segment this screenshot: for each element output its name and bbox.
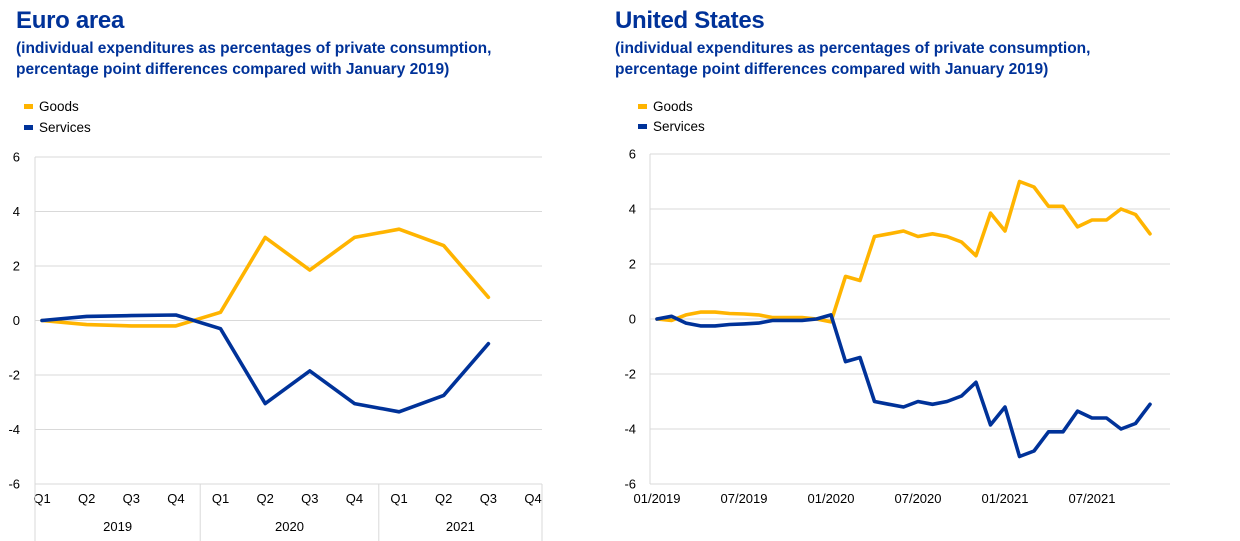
x-tick-label: Q1 — [390, 491, 407, 506]
legend-label: Goods — [653, 98, 693, 114]
legend-item-services: Services — [638, 116, 705, 136]
x-tick-label: 01/2019 — [634, 491, 681, 506]
chart-subtitle: (individual expenditures as percentages … — [16, 38, 576, 80]
y-tick-label: -2 — [624, 367, 636, 382]
legend-label: Services — [653, 118, 705, 134]
x-group-label: 2021 — [446, 519, 475, 534]
legend-item-services: Services — [24, 117, 91, 138]
legend: Goods Services — [638, 96, 705, 136]
y-tick-label: 6 — [629, 147, 636, 162]
x-tick-label: 01/2021 — [982, 491, 1029, 506]
y-tick-label: 2 — [629, 257, 636, 272]
y-tick-label: 0 — [13, 313, 20, 328]
y-tick-label: 4 — [629, 202, 636, 217]
x-tick-label: 01/2020 — [808, 491, 855, 506]
x-tick-label: Q1 — [212, 491, 229, 506]
y-tick-label: 0 — [629, 312, 636, 327]
series-line-goods — [40, 227, 491, 328]
series-line-goods — [655, 179, 1152, 324]
x-tick-label: Q4 — [346, 491, 363, 506]
chart-subtitle: (individual expenditures as percentages … — [615, 38, 1175, 80]
y-tick-label: 2 — [13, 259, 20, 274]
x-tick-label: Q4 — [167, 491, 184, 506]
y-tick-label: -6 — [8, 477, 20, 492]
y-tick-label: -2 — [8, 368, 20, 383]
y-tick-label: 6 — [13, 150, 20, 165]
united-states-panel: United States (individual expenditures a… — [600, 0, 1240, 541]
united-states-chart: 6 4 2 0 -2 -4 -601/2019 07/2019 01/2020 07/2020 01… — [624, 147, 1170, 506]
x-tick-label: Q4 — [524, 491, 541, 506]
series-line-services — [655, 313, 1152, 459]
legend-label: Services — [39, 120, 91, 135]
legend: Goods Services — [24, 96, 91, 138]
euro-area-chart: 6 4 2 0 -2 -4 -6 Q1 Q2 Q3 Q4 Q1 Q2 Q3 Q4 Q1 Q2 Q3 Q4 2019 20… — [8, 150, 543, 541]
x-tick-label: Q2 — [435, 491, 452, 506]
chart-title: Euro area — [16, 7, 125, 34]
x-tick-label: Q2 — [78, 491, 95, 506]
x-tick-label: 07/2020 — [895, 491, 942, 506]
x-tick-label: 07/2019 — [721, 491, 768, 506]
goods-swatch-icon — [24, 104, 33, 109]
x-group-label: 2019 — [103, 519, 132, 534]
x-tick-label: Q3 — [480, 491, 497, 506]
goods-swatch-icon — [638, 103, 647, 109]
x-group-label: 2020 — [275, 519, 304, 534]
chart-title: United States — [615, 7, 765, 34]
x-tick-label: Q2 — [257, 491, 274, 506]
subtitle-line-1: (individual expenditures as percentages … — [16, 40, 492, 57]
legend-item-goods: Goods — [638, 96, 705, 116]
subtitle-line-2: percentage point differences compared wi… — [615, 61, 1049, 78]
legend-item-goods: Goods — [24, 96, 91, 117]
euro-area-panel: Euro area (individual expenditures as pe… — [0, 0, 600, 541]
x-tick-label: 07/2021 — [1069, 491, 1116, 506]
services-swatch-icon — [638, 123, 647, 129]
y-tick-label: -6 — [624, 477, 636, 492]
y-tick-label: -4 — [624, 422, 636, 437]
subtitle-line-1: (individual expenditures as percentages … — [615, 40, 1091, 57]
series-line-services — [40, 313, 491, 414]
legend-label: Goods — [39, 99, 79, 114]
y-tick-label: -4 — [8, 422, 20, 437]
x-tick-label: Q3 — [301, 491, 318, 506]
services-swatch-icon — [24, 125, 33, 130]
x-tick-label: Q3 — [123, 491, 140, 506]
y-tick-label: 4 — [13, 204, 20, 219]
x-tick-label: Q1 — [33, 491, 50, 506]
subtitle-line-2: percentage point differences compared wi… — [16, 61, 450, 78]
